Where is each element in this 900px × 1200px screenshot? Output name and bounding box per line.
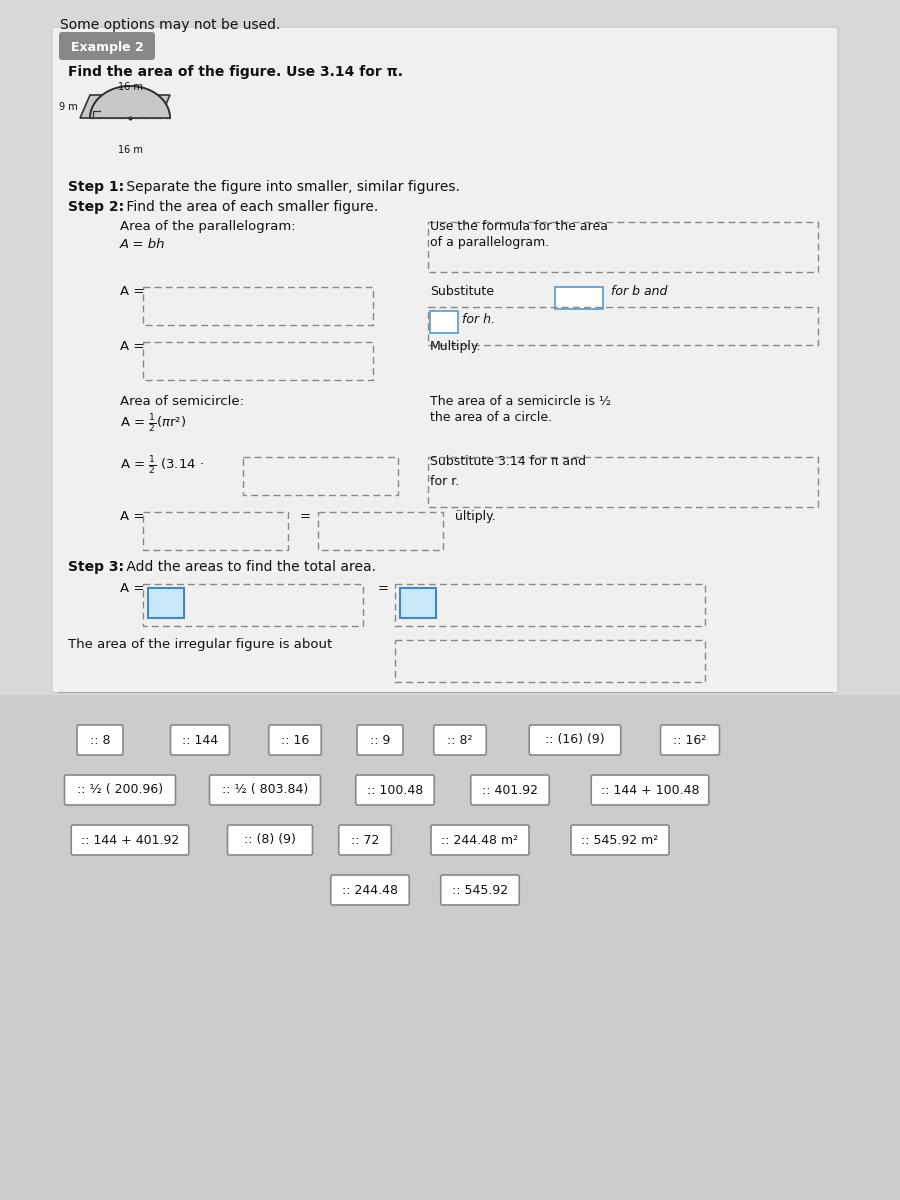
Text: 16 m: 16 m	[118, 82, 142, 92]
Text: :: 545.92 m²: :: 545.92 m²	[581, 834, 659, 846]
Text: :: 144 + 401.92: :: 144 + 401.92	[81, 834, 179, 846]
Text: Substitute: Substitute	[430, 284, 494, 298]
Text: A = $\frac{1}{2}$ (3.14 ·: A = $\frac{1}{2}$ (3.14 ·	[120, 455, 204, 478]
Polygon shape	[90, 86, 170, 118]
FancyBboxPatch shape	[331, 875, 410, 905]
Text: for h.: for h.	[462, 313, 495, 326]
Text: A = $\frac{1}{2}$($\pi$r²): A = $\frac{1}{2}$($\pi$r²)	[120, 413, 186, 436]
Text: Some options may not be used.: Some options may not be used.	[60, 18, 281, 32]
Text: Find the area of the figure. Use 3.14 for π.: Find the area of the figure. Use 3.14 fo…	[68, 65, 403, 79]
FancyBboxPatch shape	[59, 32, 155, 60]
FancyBboxPatch shape	[434, 725, 486, 755]
Text: of a parallelogram.: of a parallelogram.	[430, 236, 549, 248]
Text: :: 16²: :: 16²	[673, 733, 707, 746]
Text: Separate the figure into smaller, similar figures.: Separate the figure into smaller, simila…	[122, 180, 460, 194]
Text: :: 144: :: 144	[182, 733, 218, 746]
FancyBboxPatch shape	[269, 725, 321, 755]
FancyBboxPatch shape	[661, 725, 719, 755]
Text: Area of semicircle:: Area of semicircle:	[120, 395, 244, 408]
Text: 16 m: 16 m	[118, 145, 142, 155]
Text: Substitute 3.14 for π and: Substitute 3.14 for π and	[430, 455, 586, 468]
FancyBboxPatch shape	[441, 875, 519, 905]
Text: for b and: for b and	[607, 284, 668, 298]
Text: :: 100.48: :: 100.48	[367, 784, 423, 797]
Bar	[555, 287, 603, 308]
Text: for r.: for r.	[430, 475, 459, 488]
Text: Step 3:: Step 3:	[68, 560, 124, 574]
FancyBboxPatch shape	[357, 725, 403, 755]
Text: =: =	[300, 510, 311, 523]
Text: :: 144 + 100.48: :: 144 + 100.48	[601, 784, 699, 797]
FancyBboxPatch shape	[170, 725, 230, 755]
Text: Area of the parallelogram:: Area of the parallelogram:	[120, 220, 295, 233]
Bar	[148, 588, 184, 618]
Text: :: 9: :: 9	[370, 733, 391, 746]
Text: =: =	[378, 582, 389, 595]
Text: The area of a semicircle is ½: The area of a semicircle is ½	[430, 395, 611, 408]
Text: :: 72: :: 72	[351, 834, 379, 846]
Text: the area of a circle.: the area of a circle.	[430, 410, 552, 424]
Text: :: ½ ( 200.96): :: ½ ( 200.96)	[76, 784, 163, 797]
Text: A =: A =	[120, 284, 144, 298]
FancyBboxPatch shape	[356, 775, 434, 805]
Text: :: (16) (9): :: (16) (9)	[545, 733, 605, 746]
FancyBboxPatch shape	[338, 826, 392, 854]
Bar	[400, 588, 436, 618]
Text: Use the formula for the area: Use the formula for the area	[430, 220, 608, 233]
FancyBboxPatch shape	[571, 826, 669, 854]
Text: 9 m: 9 m	[59, 102, 78, 112]
FancyBboxPatch shape	[529, 725, 621, 755]
Text: A =: A =	[120, 340, 144, 353]
Polygon shape	[80, 95, 170, 118]
Text: :: 244.48 m²: :: 244.48 m²	[441, 834, 518, 846]
Text: :: 244.48: :: 244.48	[342, 883, 398, 896]
Text: :: 8: :: 8	[90, 733, 110, 746]
Text: :: 16: :: 16	[281, 733, 309, 746]
FancyBboxPatch shape	[431, 826, 529, 854]
Text: Example 2: Example 2	[70, 41, 143, 54]
Text: :: (8) (9): :: (8) (9)	[244, 834, 296, 846]
Text: A =: A =	[120, 510, 144, 523]
FancyBboxPatch shape	[77, 725, 123, 755]
Bar	[0, 695, 900, 1200]
Text: Step 2:: Step 2:	[68, 200, 124, 214]
Text: Multiply.: Multiply.	[430, 340, 482, 353]
FancyBboxPatch shape	[71, 826, 189, 854]
Text: :: 401.92: :: 401.92	[482, 784, 538, 797]
Text: Step 1:: Step 1:	[68, 180, 124, 194]
Text: A =: A =	[120, 582, 144, 595]
FancyBboxPatch shape	[591, 775, 709, 805]
Text: Add the areas to find the total area.: Add the areas to find the total area.	[122, 560, 376, 574]
FancyBboxPatch shape	[52, 26, 838, 692]
Bar	[430, 311, 458, 332]
Text: The area of the irregular figure is about: The area of the irregular figure is abou…	[68, 638, 332, 650]
FancyBboxPatch shape	[471, 775, 549, 805]
Text: A = bh: A = bh	[120, 238, 166, 251]
Text: :: 8²: :: 8²	[447, 733, 473, 746]
Text: Find the area of each smaller figure.: Find the area of each smaller figure.	[122, 200, 378, 214]
FancyBboxPatch shape	[228, 826, 312, 854]
Text: ültiply.: ültiply.	[455, 510, 496, 523]
Text: :: ½ ( 803.84): :: ½ ( 803.84)	[222, 784, 308, 797]
Text: :: 545.92: :: 545.92	[452, 883, 508, 896]
FancyBboxPatch shape	[65, 775, 176, 805]
FancyBboxPatch shape	[210, 775, 320, 805]
